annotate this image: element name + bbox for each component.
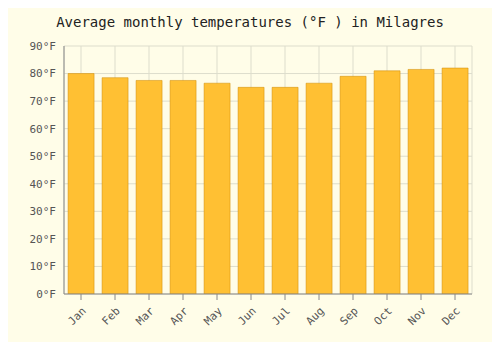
svg-text:Feb: Feb (100, 305, 123, 328)
svg-text:40°F: 40°F (30, 178, 57, 191)
svg-text:Nov: Nov (406, 304, 430, 328)
svg-text:Apr: Apr (168, 304, 192, 328)
svg-text:May: May (202, 304, 226, 328)
svg-text:30°F: 30°F (30, 205, 57, 218)
svg-text:Mar: Mar (134, 304, 158, 328)
svg-text:Jan: Jan (66, 305, 89, 328)
svg-text:Jun: Jun (236, 305, 259, 328)
svg-text:20°F: 20°F (30, 233, 57, 246)
svg-text:Oct: Oct (372, 305, 395, 328)
svg-text:Sep: Sep (338, 305, 361, 328)
svg-text:10°F: 10°F (30, 260, 57, 273)
svg-text:90°F: 90°F (30, 40, 57, 53)
svg-text:Aug: Aug (304, 305, 327, 328)
svg-text:0°F: 0°F (36, 288, 56, 301)
svg-text:50°F: 50°F (30, 150, 57, 163)
svg-text:Dec: Dec (440, 305, 463, 328)
html-text:Average monthly temperatures (: Average monthly temperatures (°F ) in Mi… (56, 14, 444, 30)
svg-text:60°F: 60°F (30, 123, 57, 136)
svg-text:80°F: 80°F (30, 67, 57, 80)
svg-text:Jul: Jul (270, 305, 293, 328)
svg-text:70°F: 70°F (30, 95, 57, 108)
